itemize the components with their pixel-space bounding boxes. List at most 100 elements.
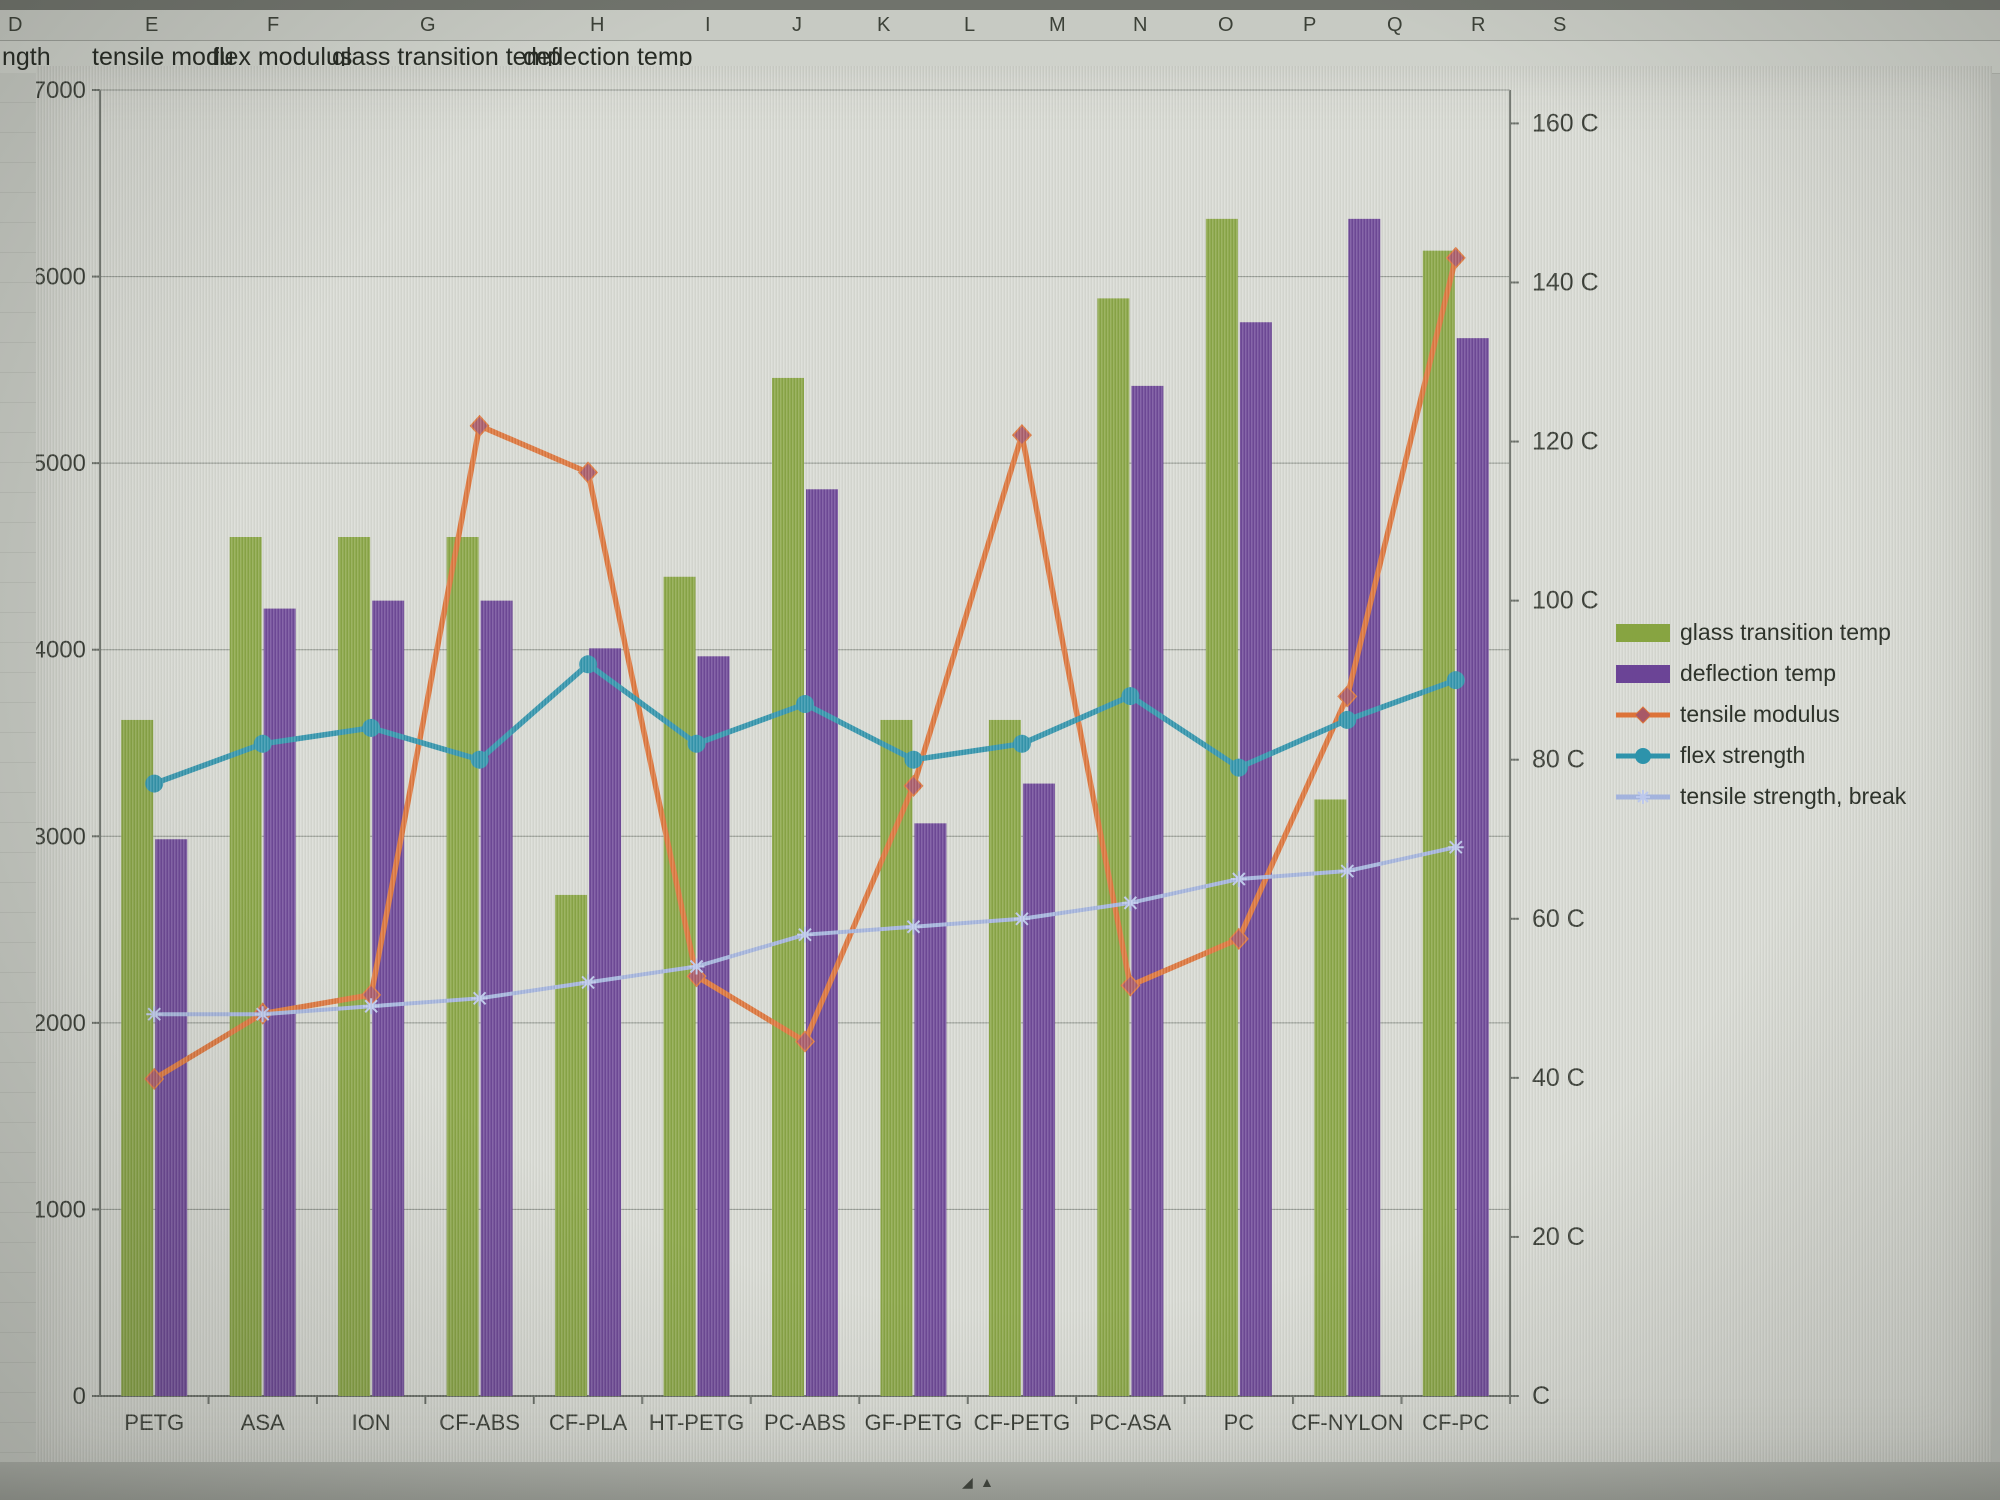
bar-glass-transition-temp-CF-NYLON xyxy=(1314,799,1347,1396)
marker-flex-strength-HT-PETG xyxy=(687,734,706,753)
bar-deflection-temp-PETG xyxy=(155,839,188,1396)
corner-icon: ◢ xyxy=(962,1474,973,1490)
left-axis-label-4000: 4000 xyxy=(36,637,86,664)
column-header-N[interactable]: N xyxy=(1133,14,1149,36)
x-axis-label-PC: PC xyxy=(1224,1410,1255,1435)
column-header-F[interactable]: F xyxy=(267,14,281,36)
column-header-J[interactable]: J xyxy=(792,14,803,36)
marker-tensile-strength-break-CF-PETG xyxy=(1013,910,1030,927)
right-axis-label-20: 20 C xyxy=(1532,1223,1585,1251)
right-axis-label-0: C xyxy=(1532,1382,1550,1410)
bar-deflection-temp-CF-PC xyxy=(1456,338,1489,1397)
right-axis-label-60: 60 C xyxy=(1532,905,1585,933)
marker-tensile-strength-break-HT-PETG xyxy=(688,958,705,975)
legend-item-deflection-temp: deflection temp xyxy=(1616,653,1952,694)
left-axis-label-3000: 3000 xyxy=(36,823,86,850)
left-axis-label-2000: 2000 xyxy=(36,1010,86,1037)
bar-deflection-temp-HT-PETG xyxy=(697,656,730,1396)
bar-glass-transition-temp-ION xyxy=(338,536,371,1396)
marker-flex-strength-PETG xyxy=(145,774,164,793)
x-axis-label-ASA: ASA xyxy=(241,1410,285,1435)
column-header-Q[interactable]: Q xyxy=(1387,14,1404,36)
bar-deflection-temp-CF-PETG xyxy=(1022,783,1055,1396)
right-axis-label-160: 160 C xyxy=(1532,109,1599,137)
marker-tensile-strength-break-PETG xyxy=(146,1006,163,1023)
x-axis-label-PETG: PETG xyxy=(124,1410,184,1435)
marker-tensile-modulus-CF-PLA xyxy=(578,461,599,484)
marker-tensile-modulus-PC-ABS xyxy=(794,1030,816,1053)
screen-edge xyxy=(0,0,2000,10)
bar-glass-transition-temp-CF-PLA xyxy=(555,894,588,1396)
right-axis-label-40: 40 C xyxy=(1532,1064,1585,1092)
legend-swatch-line xyxy=(1616,747,1670,765)
column-header-P[interactable]: P xyxy=(1303,14,1318,36)
x-axis-label-ION: ION xyxy=(352,1410,391,1435)
left-axis-label-6000: 6000 xyxy=(36,264,86,291)
column-header-I[interactable]: I xyxy=(705,14,712,36)
right-axis-label-80: 80 C xyxy=(1532,746,1585,774)
bar-deflection-temp-CF-PLA xyxy=(589,648,622,1396)
legend-item-tensile-modulus: tensile modulus xyxy=(1616,694,1952,735)
right-axis-label-140: 140 C xyxy=(1532,268,1599,296)
legend-label: tensile modulus xyxy=(1680,701,1840,727)
marker-flex-strength-GF-PETG xyxy=(904,750,923,769)
column-header-G[interactable]: G xyxy=(420,14,437,36)
bar-glass-transition-temp-PC xyxy=(1205,218,1238,1396)
x-axis-label-CF-PETG: CF-PETG xyxy=(974,1410,1071,1435)
marker-tensile-strength-break-CF-ABS xyxy=(471,990,488,1007)
marker-tensile-strength-break-PC-ASA xyxy=(1122,894,1139,911)
x-axis-label-CF-ABS: CF-ABS xyxy=(439,1410,520,1435)
legend-label: deflection temp xyxy=(1680,660,1836,686)
bar-glass-transition-temp-CF-PC xyxy=(1422,250,1455,1396)
column-header-K[interactable]: K xyxy=(877,14,892,36)
x-axis-label-PC-ASA: PC-ASA xyxy=(1089,1410,1171,1435)
bar-deflection-temp-PC-ABS xyxy=(806,489,838,1396)
bar-glass-transition-temp-PC-ABS xyxy=(772,377,804,1397)
column-header-S[interactable]: S xyxy=(1553,14,1568,36)
marker-tensile-strength-break-CF-PLA xyxy=(580,974,597,991)
marker-flex-strength-CF-NYLON xyxy=(1338,710,1357,729)
marker-tensile-strength-break-CF-NYLON xyxy=(1339,863,1356,880)
column-header-O[interactable]: O xyxy=(1218,14,1235,36)
marker-flex-strength-CF-ABS xyxy=(470,750,489,769)
marker-flex-strength-ASA xyxy=(253,734,272,753)
combo-chart: 0 1000 2000 3000 4000 5000 6000 7000 160 C 140 C 1… xyxy=(33,77,1599,1435)
marker-flex-strength-PC-ASA xyxy=(1121,687,1140,706)
legend-item-glass-transition-temp: glass transition temp xyxy=(1616,612,1952,653)
legend-item-tensile-strength-break: tensile strength, break xyxy=(1616,776,1952,817)
column-header-strip: D E F G H I J K L M N O P Q R S xyxy=(0,10,2000,41)
marker-tensile-strength-break-ASA xyxy=(254,1006,271,1023)
column-header-L[interactable]: L xyxy=(964,14,977,36)
legend-item-flex-strength: flex strength xyxy=(1616,735,1952,776)
marker-tensile-modulus-CF-PETG xyxy=(1011,424,1032,447)
bar-deflection-temp-ASA xyxy=(263,608,296,1396)
bar-glass-transition-temp-CF-PETG xyxy=(988,719,1021,1396)
marker-tensile-strength-break-ION xyxy=(363,998,380,1015)
bar-deflection-temp-PC xyxy=(1239,322,1272,1396)
marker-flex-strength-CF-PC xyxy=(1446,671,1465,690)
column-header-D[interactable]: D xyxy=(8,14,24,36)
left-axis-label-5000: 5000 xyxy=(36,450,86,477)
marker-tensile-strength-break-CF-PC xyxy=(1447,839,1464,856)
marker-flex-strength-CF-PLA xyxy=(579,655,598,674)
x-axis-label-CF-PC: CF-PC xyxy=(1422,1410,1489,1435)
left-axis-label-7000: 7000 xyxy=(36,77,86,104)
legend-swatch-bar xyxy=(1616,623,1670,642)
legend-label: glass transition temp xyxy=(1680,619,1891,645)
marker-flex-strength-ION xyxy=(362,718,381,737)
marker-tensile-modulus-GF-PETG xyxy=(903,774,924,798)
legend-swatch-line xyxy=(1616,788,1670,806)
legend-label: flex strength xyxy=(1680,742,1806,768)
triangle-up-icon: ▲ xyxy=(980,1474,994,1490)
marker-flex-strength-CF-PETG xyxy=(1012,734,1031,753)
right-axis-label-100: 100 C xyxy=(1532,587,1599,615)
marker-tensile-modulus-CF-PC xyxy=(1445,246,1466,270)
bar-glass-transition-temp-CF-ABS xyxy=(446,536,479,1396)
column-header-H[interactable]: H xyxy=(590,14,606,36)
column-header-M[interactable]: M xyxy=(1049,14,1067,36)
left-axis-label-1000: 1000 xyxy=(36,1196,86,1223)
column-header-E[interactable]: E xyxy=(145,14,160,36)
column-header-R[interactable]: R xyxy=(1471,14,1487,36)
bottom-sheet-strip xyxy=(0,1462,2000,1500)
